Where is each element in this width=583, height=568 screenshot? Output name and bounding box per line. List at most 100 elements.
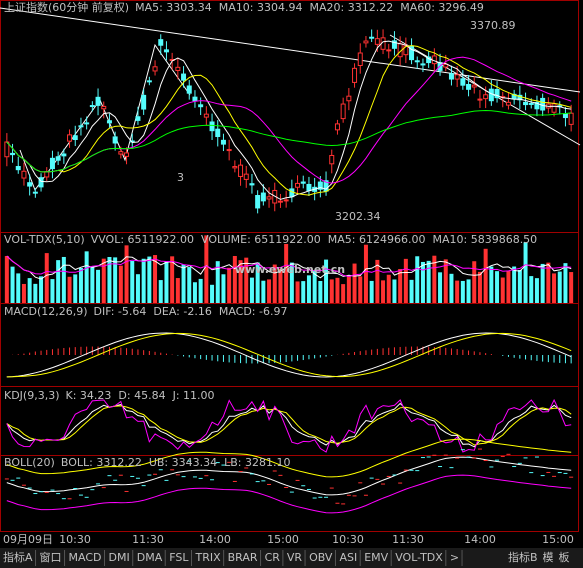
candle [163, 49, 169, 53]
tab-bar [0, 548, 583, 568]
volume-bar [495, 271, 500, 303]
indicator-tab[interactable]: 指标A [3, 550, 33, 564]
candle [238, 164, 244, 177]
kdj-j [6, 398, 572, 453]
right-tab[interactable]: 指标B [508, 550, 538, 564]
candle [386, 49, 392, 52]
volume-bar [352, 263, 357, 303]
indicator: MA60: 3296.49 [400, 1, 484, 14]
time-label: 15:00 [542, 533, 574, 546]
candle [175, 66, 181, 72]
indicator-tab[interactable]: BRAR [228, 551, 258, 564]
volume-bar [500, 277, 505, 303]
volume-bar [78, 267, 83, 303]
right-tab[interactable]: 板 [559, 550, 570, 564]
boll-upper [6, 438, 572, 478]
candle [448, 73, 454, 80]
candle [562, 113, 568, 119]
volume-bar [39, 276, 44, 303]
indicator-tab[interactable]: ASI [339, 551, 357, 564]
candle [363, 40, 369, 44]
candle [391, 40, 397, 49]
candle [357, 52, 363, 66]
indicator-tab[interactable]: DMA [137, 551, 163, 564]
moving-average [6, 45, 572, 196]
candle [226, 149, 232, 152]
indicator: K: 34.23 [66, 389, 112, 402]
volume-bar [534, 278, 539, 303]
volume-bar [483, 248, 488, 303]
volume-bar [158, 280, 163, 303]
volume-bar [278, 268, 283, 303]
candle [483, 94, 489, 100]
volume-bar [164, 261, 169, 303]
volume-bar [403, 258, 408, 303]
volume-bar [272, 264, 277, 303]
volume-ma [6, 255, 572, 278]
volume-bar [438, 272, 443, 303]
volume-bar [381, 280, 386, 303]
candle [198, 104, 204, 108]
volume-bar [50, 279, 55, 303]
indicator-tab[interactable]: OBV [309, 551, 333, 564]
candle [277, 200, 283, 203]
indicator-tab[interactable]: > [450, 551, 459, 564]
indicator-tab[interactable]: TRIX [194, 551, 221, 564]
indicator: J: 11.00 [172, 389, 215, 402]
volume-bar [238, 260, 243, 303]
volume-bar [27, 278, 32, 303]
right-tab[interactable]: 模 [543, 551, 554, 564]
indicator-tab[interactable]: MACD [69, 551, 102, 564]
volume-bar [472, 261, 477, 303]
indicator-tab[interactable]: VR [287, 551, 303, 564]
candle [300, 181, 306, 184]
candle [21, 170, 27, 179]
volume-bar [33, 283, 38, 303]
volume-bar [187, 267, 192, 303]
candle [192, 96, 198, 102]
boll-lower [6, 474, 572, 514]
volume-bar [363, 244, 368, 303]
volume-bar [267, 279, 272, 303]
candle [517, 94, 523, 101]
indicator-tab[interactable]: 窗口 [40, 550, 62, 564]
candle [232, 166, 238, 169]
volume-bar [455, 280, 460, 303]
volume-bar [198, 278, 203, 303]
volume-bar [557, 271, 562, 303]
volume-bar [358, 276, 363, 303]
volume-bar [563, 263, 568, 303]
indicator: VOLUME: 6511922.00 [201, 233, 321, 246]
candle [84, 122, 90, 125]
volume-bar [175, 278, 180, 303]
candle [10, 152, 16, 156]
panel-title: VOL-TDX(5,10) [4, 233, 85, 246]
candle [505, 101, 511, 106]
volume-bar [244, 257, 249, 303]
indicator-tab[interactable]: DMI [109, 551, 130, 564]
indicator-tab[interactable]: FSL [169, 551, 189, 564]
volume-bar [506, 270, 511, 303]
indicator-tab[interactable]: EMV [364, 551, 388, 564]
volume-bar [84, 251, 89, 303]
moving-average [6, 40, 572, 200]
indicator-tab[interactable]: VOL-TDX [395, 551, 443, 564]
indicator: MACD: -6.97 [219, 305, 288, 318]
candle [317, 181, 323, 190]
volume-bar [130, 261, 135, 303]
volume-bar [523, 242, 528, 303]
indicator: MA10: 3304.94 [219, 1, 303, 14]
candle [220, 139, 226, 145]
candle [346, 95, 352, 102]
volume-bar [420, 261, 425, 303]
indicator-tab[interactable]: CR [265, 551, 281, 564]
volume-bar [295, 281, 300, 303]
candle [186, 85, 192, 94]
volume-bar [255, 262, 260, 303]
candle [95, 96, 101, 106]
volume-bar [409, 279, 414, 303]
volume-bar [44, 253, 49, 303]
candle [89, 105, 95, 108]
time-label: 15:00 [267, 533, 299, 546]
